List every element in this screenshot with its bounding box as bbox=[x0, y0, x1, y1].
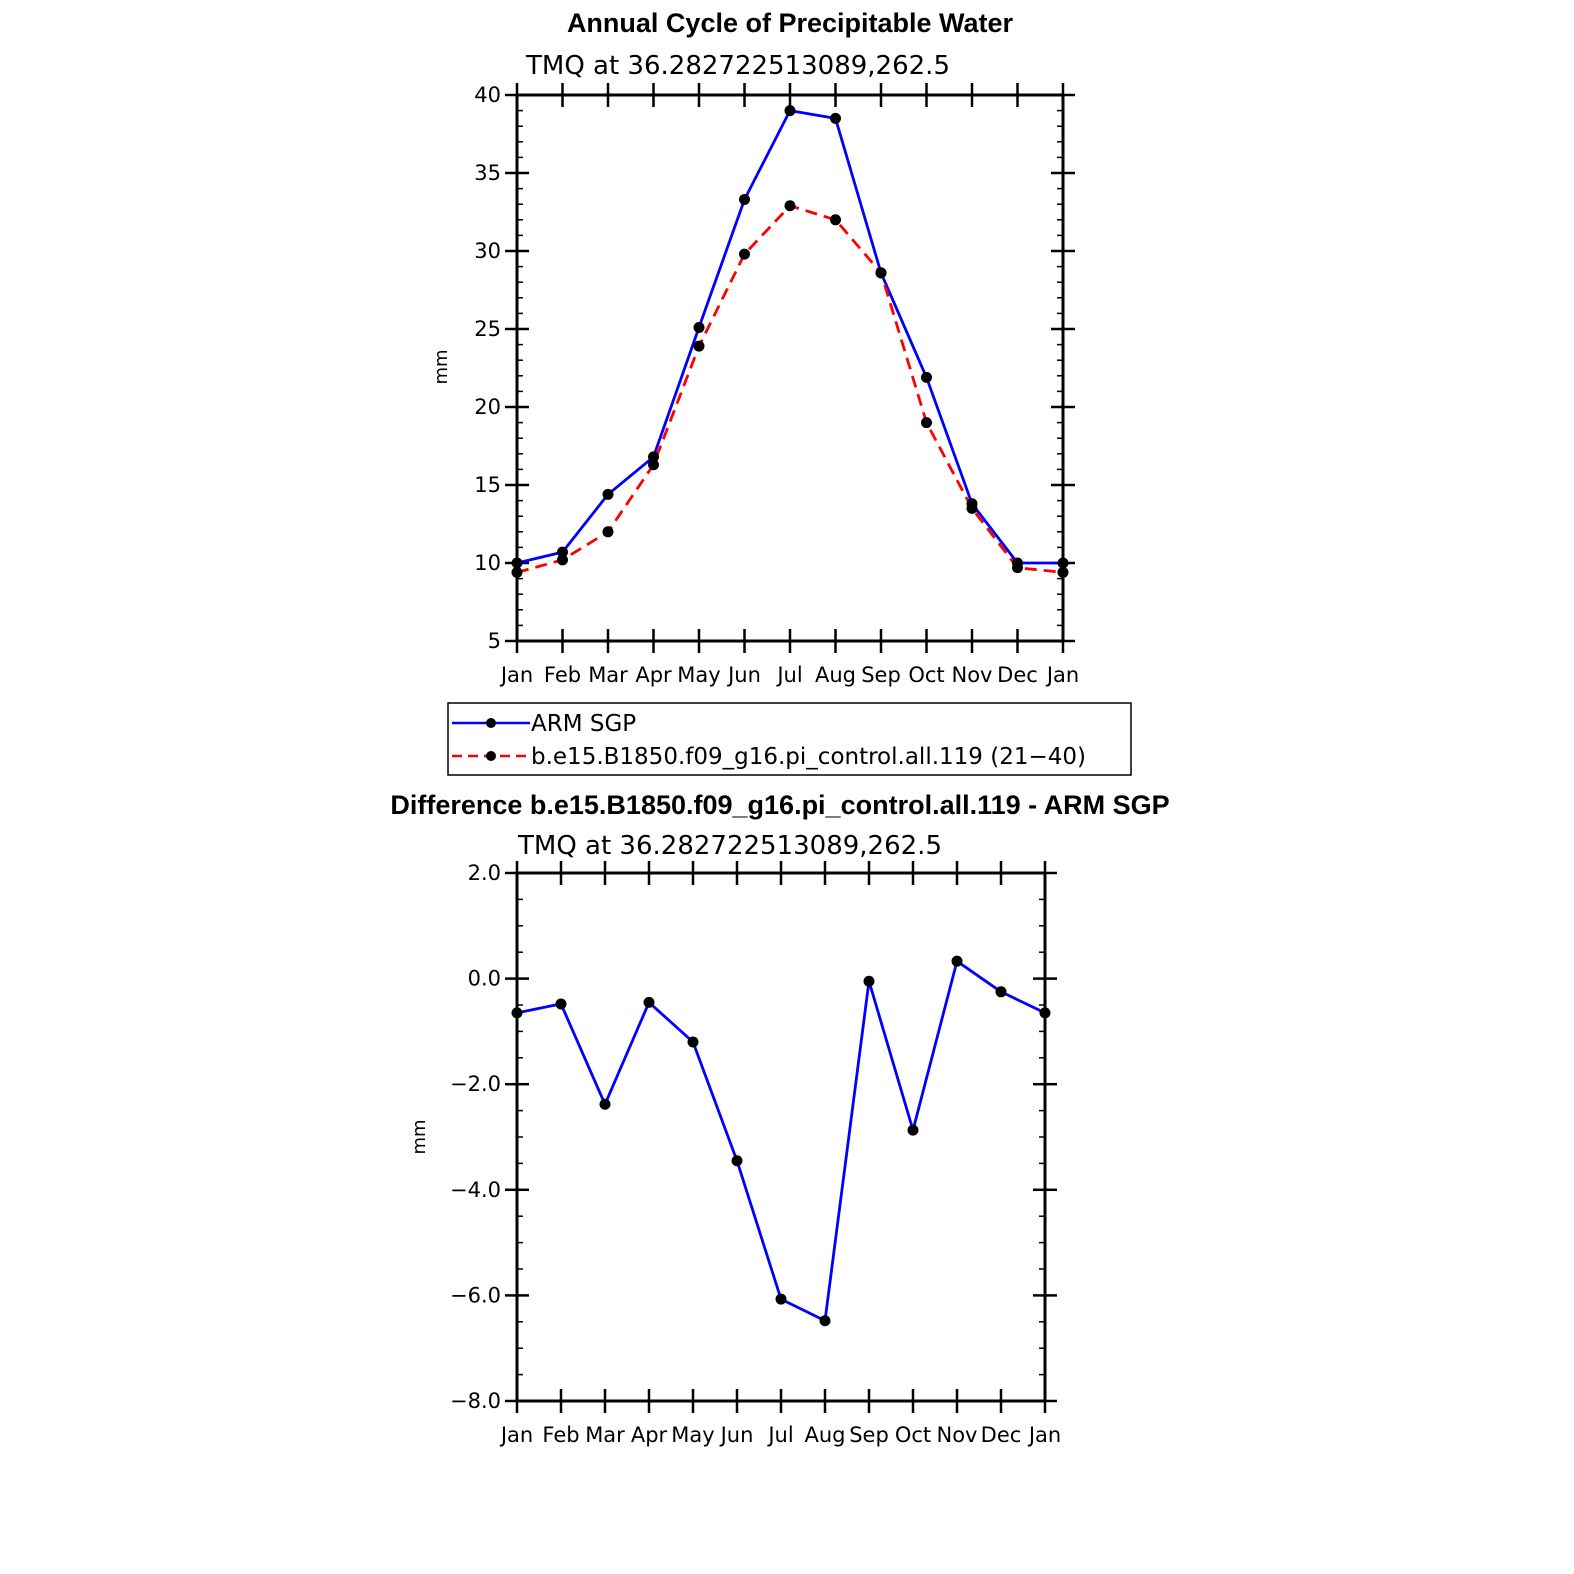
c2-series-0-point bbox=[643, 996, 655, 1008]
c1-ytick-label: 40 bbox=[474, 83, 501, 107]
c1-series-0-line bbox=[516, 109, 1063, 565]
legend-label-arm-sgp: ARM SGP bbox=[531, 711, 636, 737]
c2-xtick-label: Aug bbox=[804, 1423, 845, 1447]
c1-series-1-point bbox=[602, 526, 614, 538]
c2-ytick-label: −4.0 bbox=[450, 1178, 501, 1202]
c2-series-0-point bbox=[599, 1098, 611, 1110]
c2-xtick-label: Feb bbox=[542, 1423, 579, 1447]
c1-series-1-point bbox=[784, 200, 796, 212]
chart1-subtitle: TMQ at 36.282722513089,262.5 bbox=[525, 51, 950, 81]
c1-series-0-point bbox=[602, 488, 614, 500]
c2-series-0-point bbox=[731, 1155, 743, 1167]
c2-ytick-label: −6.0 bbox=[450, 1283, 501, 1307]
c1-xtick-label: Aug bbox=[815, 663, 856, 687]
c2-series-0-point bbox=[775, 1293, 787, 1305]
c1-xtick-label: Sep bbox=[861, 663, 901, 687]
c2-xtick-label: Mar bbox=[585, 1423, 625, 1447]
legend: ARM SGP b.e15.B1850.f09_g16.pi_control.a… bbox=[447, 702, 1132, 776]
c1-ytick-label: 15 bbox=[474, 473, 501, 497]
c2-xtick-label: Jan bbox=[499, 1423, 533, 1447]
difference-chart: Difference b.e15.B1850.f09_g16.pi_contro… bbox=[390, 790, 1169, 1447]
legend-label-model: b.e15.B1850.f09_g16.pi_control.all.119 (… bbox=[531, 744, 1086, 770]
c1-xtick-label: Jun bbox=[726, 663, 761, 687]
c1-series-0-point bbox=[693, 321, 705, 333]
chart1-title: Annual Cycle of Precipitable Water bbox=[567, 8, 1014, 38]
c2-xtick-label: Sep bbox=[849, 1423, 889, 1447]
c2-ytick-label: −2.0 bbox=[450, 1072, 501, 1096]
chart1-y-axis-label: mm bbox=[431, 349, 452, 384]
c1-series-0-point bbox=[739, 194, 750, 206]
c1-ytick-label: 30 bbox=[474, 239, 501, 263]
c2-xtick-label: Nov bbox=[937, 1423, 978, 1447]
c1-series-1-point bbox=[648, 459, 659, 471]
c1-xtick-label: Jan bbox=[1045, 663, 1079, 687]
annual-cycle-chart: Annual Cycle of Precipitable Water TMQ a… bbox=[431, 8, 1079, 687]
c1-xtick-label: Jul bbox=[775, 663, 802, 687]
c1-series-1-point bbox=[875, 267, 887, 279]
c2-ytick-label: 0.0 bbox=[468, 967, 501, 991]
c1-ytick-label: 20 bbox=[474, 395, 501, 419]
c1-series-1-point bbox=[739, 248, 750, 260]
c2-xtick-label: Jan bbox=[1027, 1423, 1061, 1447]
chart2-y-axis-label: mm bbox=[409, 1119, 430, 1154]
c2-series-0-point bbox=[907, 1124, 919, 1136]
c1-xtick-label: May bbox=[677, 663, 720, 687]
c2-xtick-label: Jun bbox=[719, 1423, 754, 1447]
c1-ytick-label: 10 bbox=[474, 551, 501, 575]
c1-ytick-label: 35 bbox=[474, 161, 501, 185]
c1-series-1-point bbox=[693, 340, 705, 352]
chart2-plot-frame bbox=[515, 871, 1047, 1403]
c2-xtick-label: Oct bbox=[895, 1423, 931, 1447]
c1-series-1-point bbox=[921, 417, 932, 429]
chart2-subtitle: TMQ at 36.282722513089,262.5 bbox=[517, 831, 942, 861]
legend-box bbox=[447, 702, 1132, 776]
c1-series-1-point bbox=[966, 502, 978, 514]
legend-dot-arm-sgp bbox=[486, 718, 496, 728]
c2-ytick-label: 2.0 bbox=[468, 861, 501, 885]
c1-series-1-point bbox=[1012, 562, 1023, 574]
c1-series-1-point bbox=[830, 214, 841, 226]
c2-ytick-label: −8.0 bbox=[450, 1389, 501, 1413]
c1-series-0-point bbox=[830, 112, 841, 124]
c2-xtick-label: Dec bbox=[981, 1423, 1022, 1447]
chart2-title: Difference b.e15.B1850.f09_g16.pi_contro… bbox=[390, 790, 1169, 820]
c2-xtick-label: May bbox=[671, 1423, 714, 1447]
c1-xtick-label: Oct bbox=[908, 663, 944, 687]
chart1-plot-frame bbox=[515, 93, 1065, 643]
c2-series-0-line bbox=[516, 959, 1046, 1323]
c1-xtick-label: Apr bbox=[635, 663, 672, 687]
c2-series-0-point bbox=[951, 955, 963, 967]
c2-xtick-label: Apr bbox=[631, 1423, 668, 1447]
c2-xtick-label: Jul bbox=[766, 1423, 793, 1447]
c1-xtick-label: Feb bbox=[544, 663, 581, 687]
c1-series-0-point bbox=[784, 105, 796, 117]
c1-xtick-label: Mar bbox=[588, 663, 628, 687]
c1-series-1-point bbox=[557, 554, 568, 566]
c2-series-0-point bbox=[687, 1036, 699, 1048]
c1-series-0-point bbox=[648, 451, 659, 463]
legend-dot-model bbox=[486, 751, 496, 761]
c2-series-0-point bbox=[995, 986, 1007, 998]
c1-ytick-label: 25 bbox=[474, 317, 501, 341]
c1-xtick-label: Jan bbox=[499, 663, 533, 687]
c1-series-0-point bbox=[557, 546, 568, 558]
c1-xtick-label: Nov bbox=[952, 663, 993, 687]
c2-series-0-point bbox=[863, 975, 875, 987]
c1-ytick-label: 5 bbox=[488, 629, 501, 653]
c2-series-0-point bbox=[819, 1315, 831, 1327]
c1-series-0-point bbox=[921, 371, 932, 383]
c2-series-0-point bbox=[555, 998, 567, 1010]
c1-xtick-label: Dec bbox=[997, 663, 1038, 687]
